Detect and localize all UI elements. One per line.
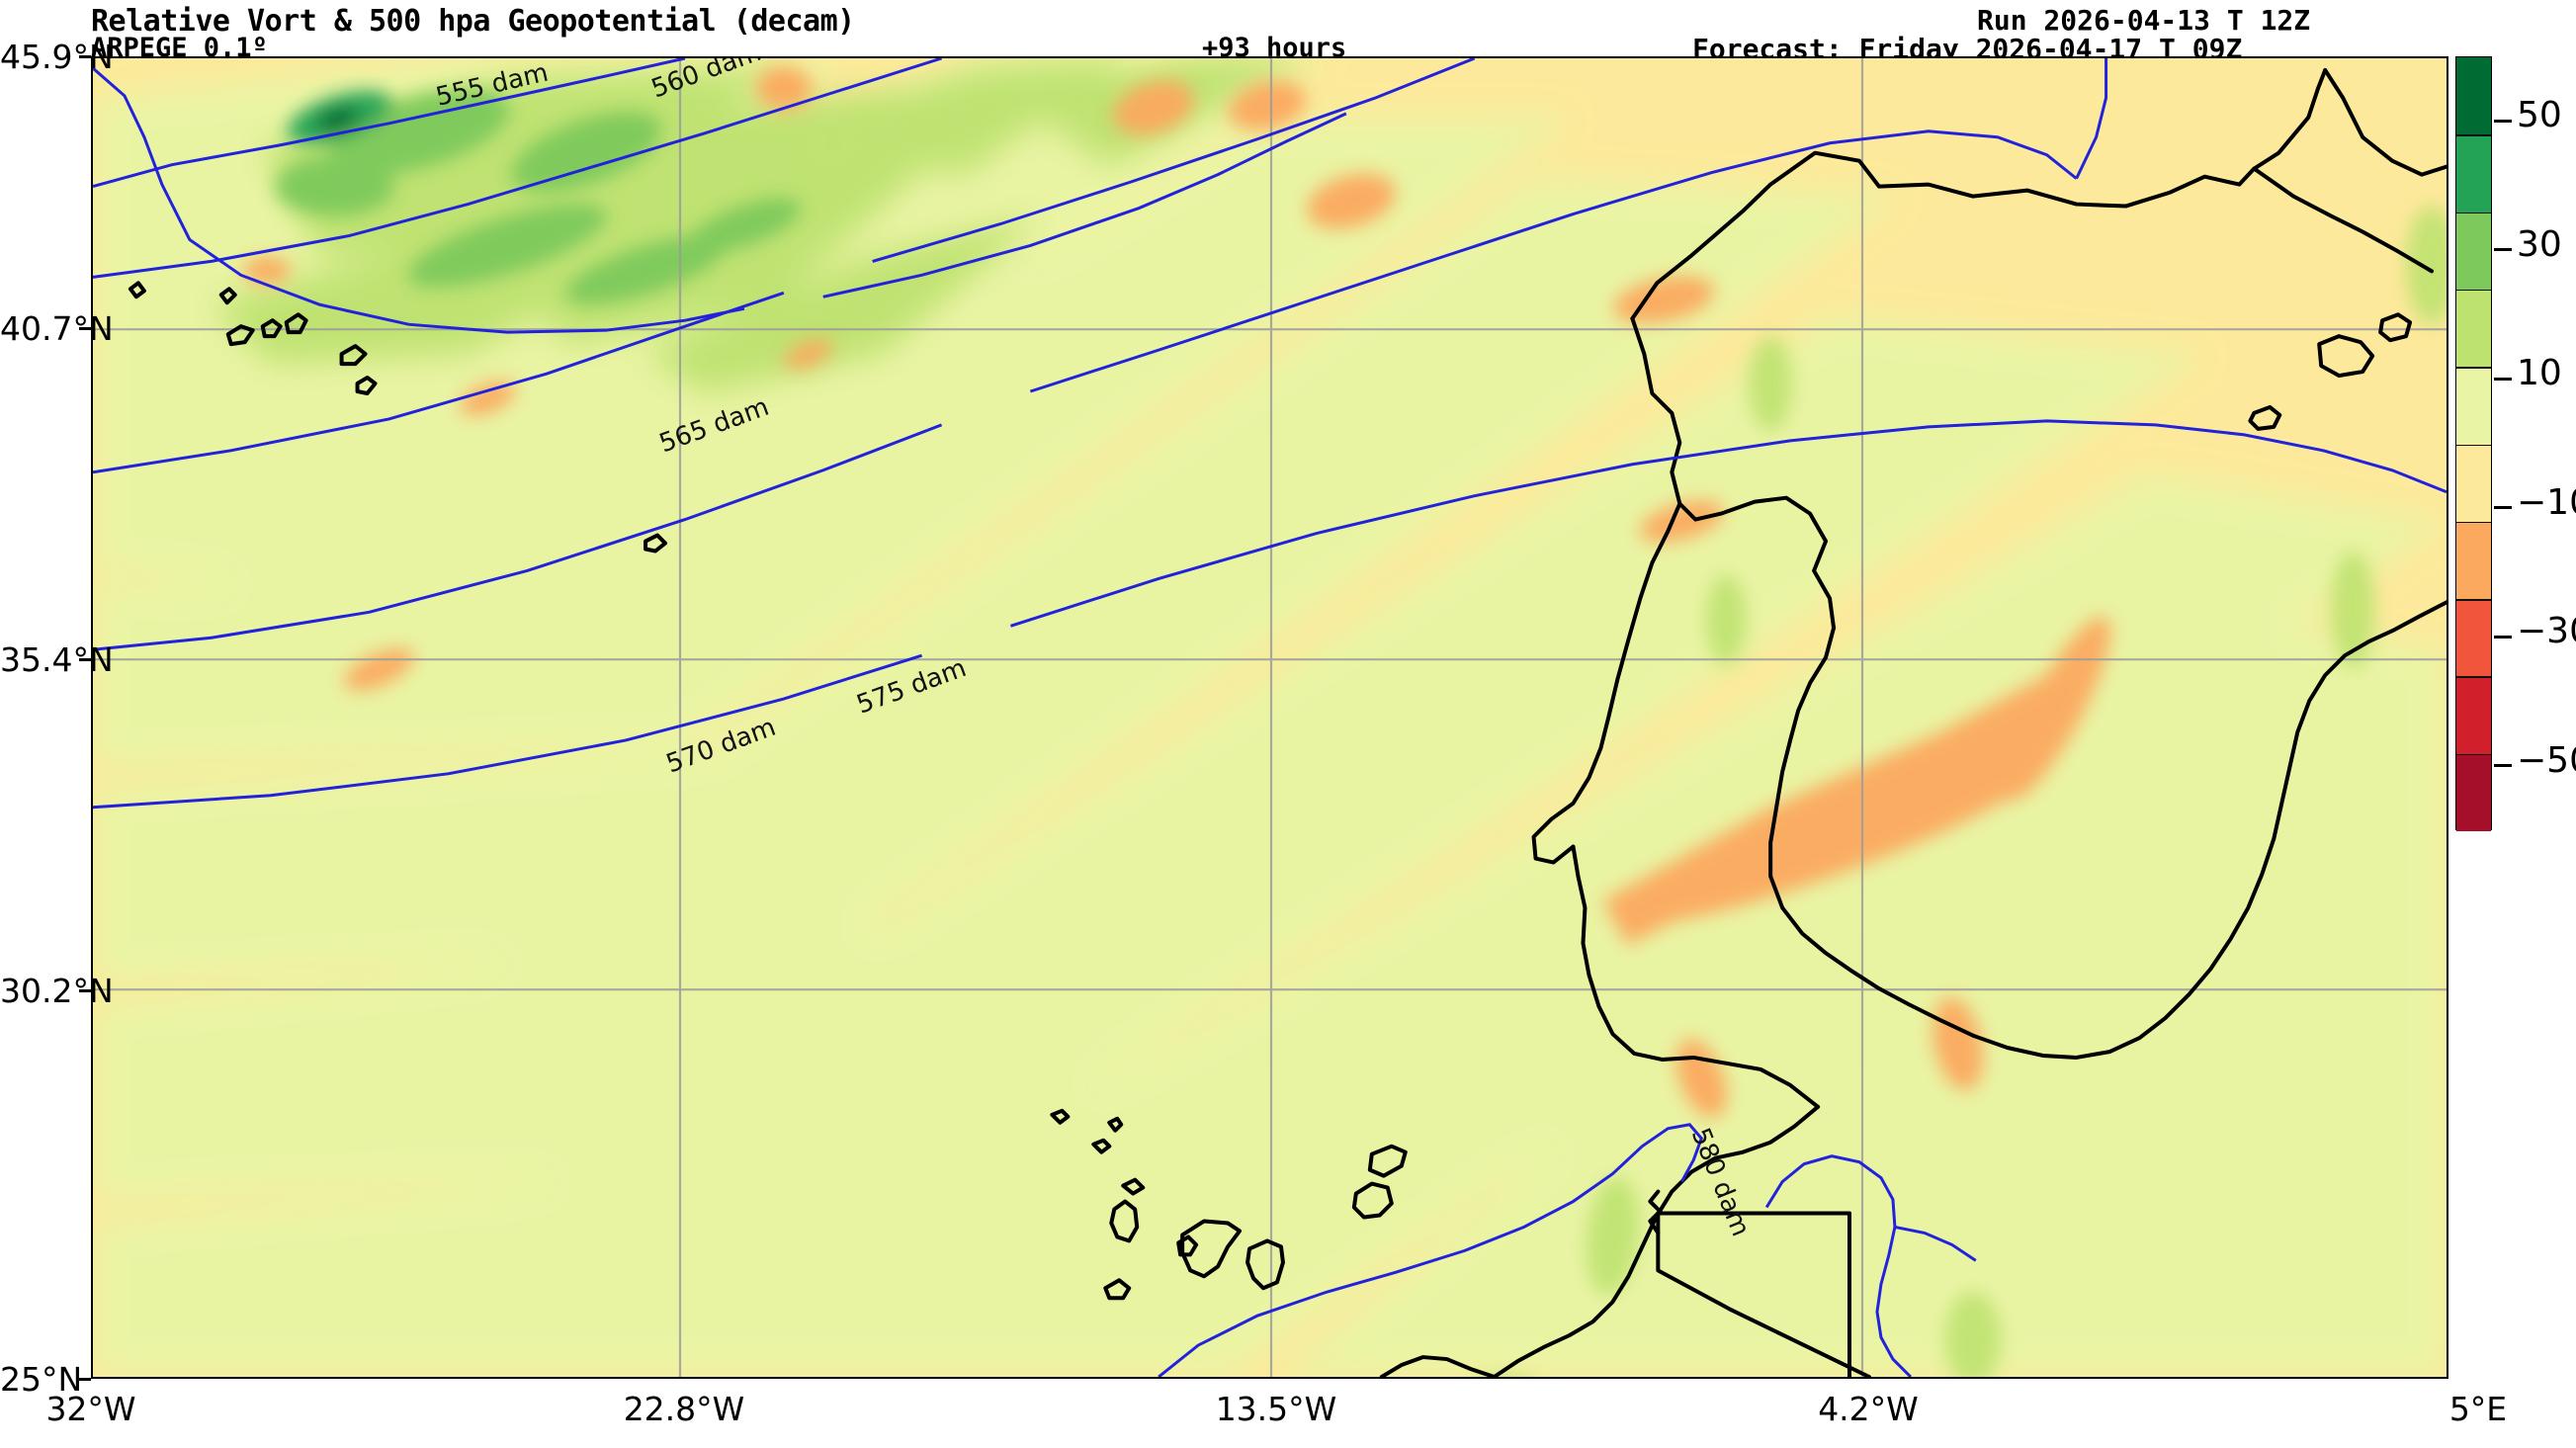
colorbar-band [2456, 134, 2491, 213]
colorbar-separator [2456, 676, 2491, 678]
colorbar-separator [2456, 521, 2491, 524]
map-plot-area[interactable]: 555 dam 560 dam 565 dam 570 dam 575 dam … [91, 56, 2448, 1379]
colorbar-tick-mark [2494, 248, 2512, 252]
ytick-label-3: 30.2°N [0, 972, 114, 1010]
colorbar-tick-label: −30 [2517, 611, 2576, 652]
xtick-label-4: 5°E [2448, 1390, 2508, 1428]
colorbar-tick-label: 10 [2517, 353, 2562, 394]
ytick-mark-4 [79, 1378, 91, 1381]
colorbar-band [2456, 367, 2491, 445]
xtick-label-2: 13.5°W [1215, 1390, 1337, 1428]
colorbar-tick-label: −10 [2517, 481, 2576, 523]
ytick-mark-0 [79, 55, 91, 58]
ytick-mark-3 [79, 989, 91, 992]
weather-map-canvas: 555 dam 560 dam 565 dam 570 dam 575 dam … [93, 58, 2447, 1377]
colorbar-tick-mark [2494, 119, 2512, 123]
colorbar-band [2456, 676, 2491, 754]
ytick-label-4: 25°N [0, 1360, 83, 1399]
colorbar-band [2456, 753, 2491, 831]
ytick-label-0: 45.9°N [0, 38, 114, 76]
xtick-label-1: 22.8°W [623, 1390, 745, 1428]
colorbar-band [2456, 57, 2491, 135]
coastline-paths [128, 67, 2447, 1377]
ytick-mark-2 [79, 658, 91, 661]
colorbar-separator [2456, 212, 2491, 214]
run-timestamp: Run 2026-04-13 T 12Z [1977, 4, 2311, 37]
colorbar-band [2456, 599, 2491, 677]
xtick-label-0: 32°W [45, 1390, 136, 1428]
xtick-label-3: 4.2°W [1818, 1390, 1919, 1428]
colorbar-tick-label: 30 [2517, 223, 2562, 265]
colorbar-separator [2456, 444, 2491, 447]
ytick-label-1: 40.7°N [0, 309, 114, 348]
colorbar-separator [2456, 134, 2491, 136]
colorbar-band [2456, 521, 2491, 600]
colorbar-separator [2456, 753, 2491, 756]
colorbar-band [2456, 289, 2491, 368]
graticule [93, 58, 2447, 1377]
colorbar-tick-mark [2494, 377, 2512, 381]
colorbar-tick-mark [2494, 635, 2512, 639]
colorbar-tick-label: 50 [2517, 95, 2562, 136]
colorbar-separator [2456, 289, 2491, 292]
colorbar-band [2456, 212, 2491, 290]
colorbar-separator [2456, 367, 2491, 369]
colorbar-tick-mark [2494, 506, 2512, 510]
colorbar-band [2456, 444, 2491, 522]
geopotential-contours [93, 58, 2447, 1377]
ytick-mark-1 [79, 327, 91, 330]
colorbar-tick-mark [2494, 764, 2512, 768]
vorticity-colorbar[interactable] [2455, 56, 2492, 831]
page-title: Relative Vort & 500 hpa Geopotential (de… [91, 4, 855, 39]
colorbar-separator [2456, 599, 2491, 601]
colorbar-tick-label: −50 [2517, 739, 2576, 781]
ytick-label-2: 35.4°N [0, 640, 114, 679]
